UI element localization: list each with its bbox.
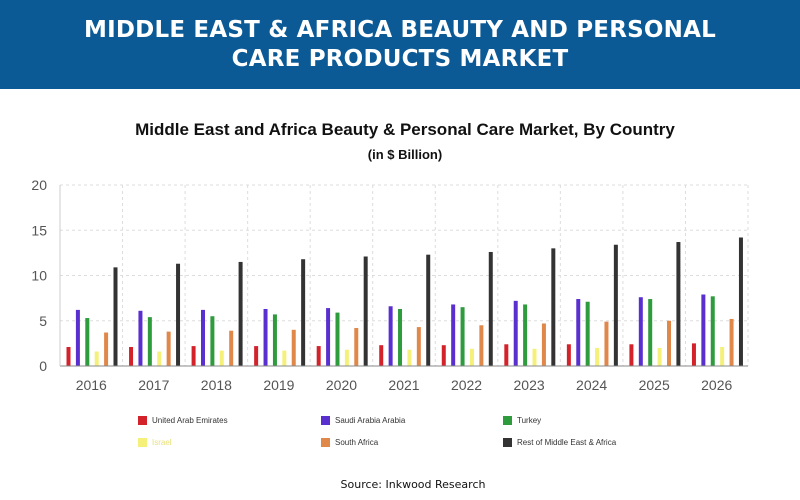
x-tick-label: 2019 bbox=[263, 377, 294, 393]
bar-2022-4 bbox=[479, 325, 484, 366]
bar-2021-2 bbox=[398, 308, 403, 366]
banner-title: MIDDLE EAST & AFRICA BEAUTY AND PERSONAL… bbox=[84, 16, 716, 72]
bar-2018-2 bbox=[210, 316, 215, 366]
bar-2025-2 bbox=[648, 299, 653, 366]
bar-2024-1 bbox=[576, 299, 581, 366]
bar-2017-4 bbox=[166, 331, 171, 366]
bar-2016-0 bbox=[66, 346, 71, 366]
y-tick-label: 15 bbox=[31, 222, 47, 238]
bar-2025-5 bbox=[676, 242, 681, 366]
bar-2022-5 bbox=[488, 251, 493, 366]
chart-title: Middle East and Africa Beauty & Personal… bbox=[135, 120, 675, 139]
bar-2026-2 bbox=[710, 296, 715, 366]
bar-2017-3 bbox=[157, 351, 162, 366]
bar-2018-3 bbox=[219, 350, 224, 366]
bar-2018-4 bbox=[229, 330, 234, 366]
bar-2016-5 bbox=[113, 267, 118, 366]
x-tick-label: 2021 bbox=[388, 377, 419, 393]
bar-2026-5 bbox=[738, 237, 743, 366]
bar-2020-5 bbox=[363, 256, 368, 366]
bar-2021-1 bbox=[388, 306, 393, 366]
bar-2022-2 bbox=[460, 307, 465, 366]
bar-2018-0 bbox=[191, 346, 196, 366]
x-tick-label: 2024 bbox=[576, 377, 607, 393]
bar-2016-2 bbox=[85, 318, 90, 366]
x-tick-label: 2025 bbox=[639, 377, 670, 393]
bar-2016-4 bbox=[104, 332, 109, 366]
bar-2025-1 bbox=[638, 297, 643, 366]
bar-2023-3 bbox=[532, 348, 537, 366]
bar-2016-3 bbox=[94, 351, 99, 366]
bar-2024-5 bbox=[613, 244, 618, 366]
bar-2020-2 bbox=[335, 312, 340, 366]
bar-2019-0 bbox=[254, 346, 259, 366]
x-tick-label: 2022 bbox=[451, 377, 482, 393]
x-tick-label: 2026 bbox=[701, 377, 732, 393]
bar-2017-2 bbox=[147, 317, 152, 366]
bar-2025-4 bbox=[667, 320, 672, 366]
y-tick-label: 20 bbox=[31, 177, 47, 193]
bar-2022-1 bbox=[451, 304, 456, 366]
bar-2022-0 bbox=[441, 345, 446, 366]
bar-2022-3 bbox=[469, 348, 474, 366]
bar-2016-1 bbox=[75, 309, 80, 366]
bar-2020-4 bbox=[354, 327, 359, 366]
bar-2019-3 bbox=[282, 350, 287, 366]
bar-2020-0 bbox=[316, 346, 321, 366]
y-tick-label: 0 bbox=[39, 358, 47, 374]
bar-2025-0 bbox=[629, 344, 634, 366]
bar-2023-0 bbox=[504, 344, 509, 366]
bar-2017-0 bbox=[129, 346, 134, 366]
bar-2018-1 bbox=[200, 309, 205, 366]
x-tick-label: 2018 bbox=[201, 377, 232, 393]
bar-2021-4 bbox=[416, 327, 421, 366]
bar-2023-5 bbox=[551, 248, 556, 366]
x-tick-label: 2017 bbox=[138, 377, 169, 393]
bar-2018-5 bbox=[238, 261, 243, 366]
bar-2019-2 bbox=[272, 314, 277, 366]
bar-2019-1 bbox=[263, 308, 268, 366]
bar-2025-3 bbox=[657, 347, 662, 366]
bar-2023-1 bbox=[513, 300, 518, 366]
x-tick-label: 2016 bbox=[76, 377, 107, 393]
bar-2024-2 bbox=[585, 301, 590, 366]
bar-2020-1 bbox=[326, 308, 331, 366]
bar-2020-3 bbox=[344, 349, 349, 366]
bar-2019-4 bbox=[291, 329, 296, 366]
bar-2026-1 bbox=[701, 294, 706, 366]
bar-2024-0 bbox=[566, 344, 571, 366]
chart-subtitle: (in $ Billion) bbox=[367, 147, 443, 162]
bar-2021-3 bbox=[407, 349, 412, 366]
bar-2023-4 bbox=[541, 323, 546, 366]
bar-2017-1 bbox=[138, 310, 143, 366]
bar-2024-4 bbox=[604, 321, 609, 366]
bar-2021-0 bbox=[379, 345, 384, 366]
y-tick-label: 5 bbox=[39, 313, 47, 329]
bar-2017-5 bbox=[176, 263, 181, 366]
x-tick-label: 2023 bbox=[514, 377, 545, 393]
bar-2023-2 bbox=[523, 304, 528, 366]
bar-2021-5 bbox=[426, 254, 431, 366]
title-banner: MIDDLE EAST & AFRICA BEAUTY AND PERSONAL… bbox=[0, 0, 800, 89]
bar-2019-5 bbox=[301, 259, 306, 366]
bar-2024-3 bbox=[595, 347, 600, 366]
bar-2026-0 bbox=[691, 343, 696, 366]
bar-2026-4 bbox=[729, 318, 734, 366]
bar-2026-3 bbox=[720, 346, 725, 366]
y-tick-label: 10 bbox=[31, 268, 47, 284]
source-credit: Source: Inkwood Research bbox=[340, 478, 486, 491]
x-tick-label: 2020 bbox=[326, 377, 357, 393]
